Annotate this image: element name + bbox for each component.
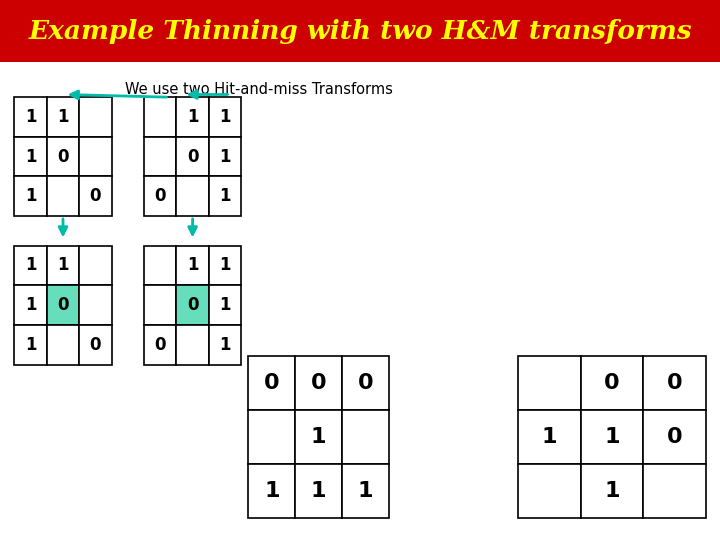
Text: 1: 1 xyxy=(25,296,36,314)
Bar xyxy=(342,410,389,464)
Bar xyxy=(14,285,47,325)
Bar xyxy=(342,464,389,518)
Text: 1: 1 xyxy=(264,481,279,502)
Bar xyxy=(47,325,79,364)
Text: 1: 1 xyxy=(311,481,326,502)
Text: 1: 1 xyxy=(358,481,373,502)
Text: 0: 0 xyxy=(311,373,326,394)
Text: 0: 0 xyxy=(187,296,198,314)
Bar xyxy=(643,410,706,464)
Bar xyxy=(209,177,241,216)
Text: 1: 1 xyxy=(311,427,326,448)
Bar xyxy=(176,137,209,177)
Bar xyxy=(14,137,47,177)
Bar xyxy=(47,285,79,325)
Bar xyxy=(176,177,209,216)
Text: 1: 1 xyxy=(220,296,230,314)
Text: Example Thinning with two H&M transforms: Example Thinning with two H&M transforms xyxy=(28,18,692,44)
Bar xyxy=(176,325,209,364)
Bar xyxy=(79,177,112,216)
Bar xyxy=(176,246,209,285)
Bar xyxy=(248,356,295,410)
Text: 1: 1 xyxy=(58,108,68,126)
Bar xyxy=(248,464,295,518)
Bar xyxy=(14,246,47,285)
Text: 0: 0 xyxy=(90,336,101,354)
Text: 1: 1 xyxy=(220,187,230,205)
Bar xyxy=(176,97,209,137)
Bar xyxy=(79,325,112,364)
Bar xyxy=(581,464,643,518)
Bar xyxy=(47,177,79,216)
Bar xyxy=(295,410,342,464)
Bar xyxy=(643,464,706,518)
Bar xyxy=(14,97,47,137)
Bar xyxy=(144,177,176,216)
Bar xyxy=(209,325,241,364)
Bar xyxy=(295,356,342,410)
Bar xyxy=(342,356,389,410)
Bar xyxy=(14,177,47,216)
Text: 0: 0 xyxy=(90,187,101,205)
Text: 1: 1 xyxy=(25,336,36,354)
Text: 0: 0 xyxy=(667,373,683,394)
Bar xyxy=(144,137,176,177)
Text: 0: 0 xyxy=(155,336,166,354)
Bar xyxy=(209,246,241,285)
Text: 1: 1 xyxy=(25,256,36,274)
Bar xyxy=(79,97,112,137)
Text: 0: 0 xyxy=(604,373,620,394)
Text: 1: 1 xyxy=(220,108,230,126)
Text: 0: 0 xyxy=(58,147,68,166)
Text: 1: 1 xyxy=(25,187,36,205)
Text: We use two Hit-and-miss Transforms: We use two Hit-and-miss Transforms xyxy=(125,82,393,97)
Bar xyxy=(209,285,241,325)
Text: 1: 1 xyxy=(220,147,230,166)
Bar xyxy=(209,97,241,137)
Bar xyxy=(518,356,581,410)
Bar xyxy=(209,137,241,177)
Text: 1: 1 xyxy=(187,256,198,274)
Text: 1: 1 xyxy=(542,427,557,448)
Text: 0: 0 xyxy=(358,373,373,394)
Text: 1: 1 xyxy=(58,256,68,274)
Text: 0: 0 xyxy=(155,187,166,205)
Text: 0: 0 xyxy=(58,296,68,314)
Text: 1: 1 xyxy=(25,108,36,126)
Text: 0: 0 xyxy=(264,373,279,394)
Bar xyxy=(79,246,112,285)
Bar xyxy=(518,410,581,464)
Bar xyxy=(47,246,79,285)
Bar xyxy=(248,410,295,464)
Text: 0: 0 xyxy=(667,427,683,448)
Bar xyxy=(0,0,720,62)
Text: 1: 1 xyxy=(220,336,230,354)
Bar xyxy=(144,97,176,137)
Bar xyxy=(581,410,643,464)
Bar xyxy=(144,246,176,285)
Bar xyxy=(581,356,643,410)
Text: 1: 1 xyxy=(604,481,620,502)
Text: 1: 1 xyxy=(604,427,620,448)
Bar xyxy=(47,97,79,137)
Bar xyxy=(47,137,79,177)
Bar xyxy=(144,325,176,364)
Bar xyxy=(518,464,581,518)
Bar xyxy=(14,325,47,364)
Bar xyxy=(176,285,209,325)
Text: 0: 0 xyxy=(187,147,198,166)
Text: 1: 1 xyxy=(220,256,230,274)
Bar xyxy=(79,137,112,177)
Bar xyxy=(295,464,342,518)
Bar xyxy=(643,356,706,410)
Bar xyxy=(144,285,176,325)
Text: 1: 1 xyxy=(25,147,36,166)
Text: 1: 1 xyxy=(187,108,198,126)
Bar xyxy=(79,285,112,325)
